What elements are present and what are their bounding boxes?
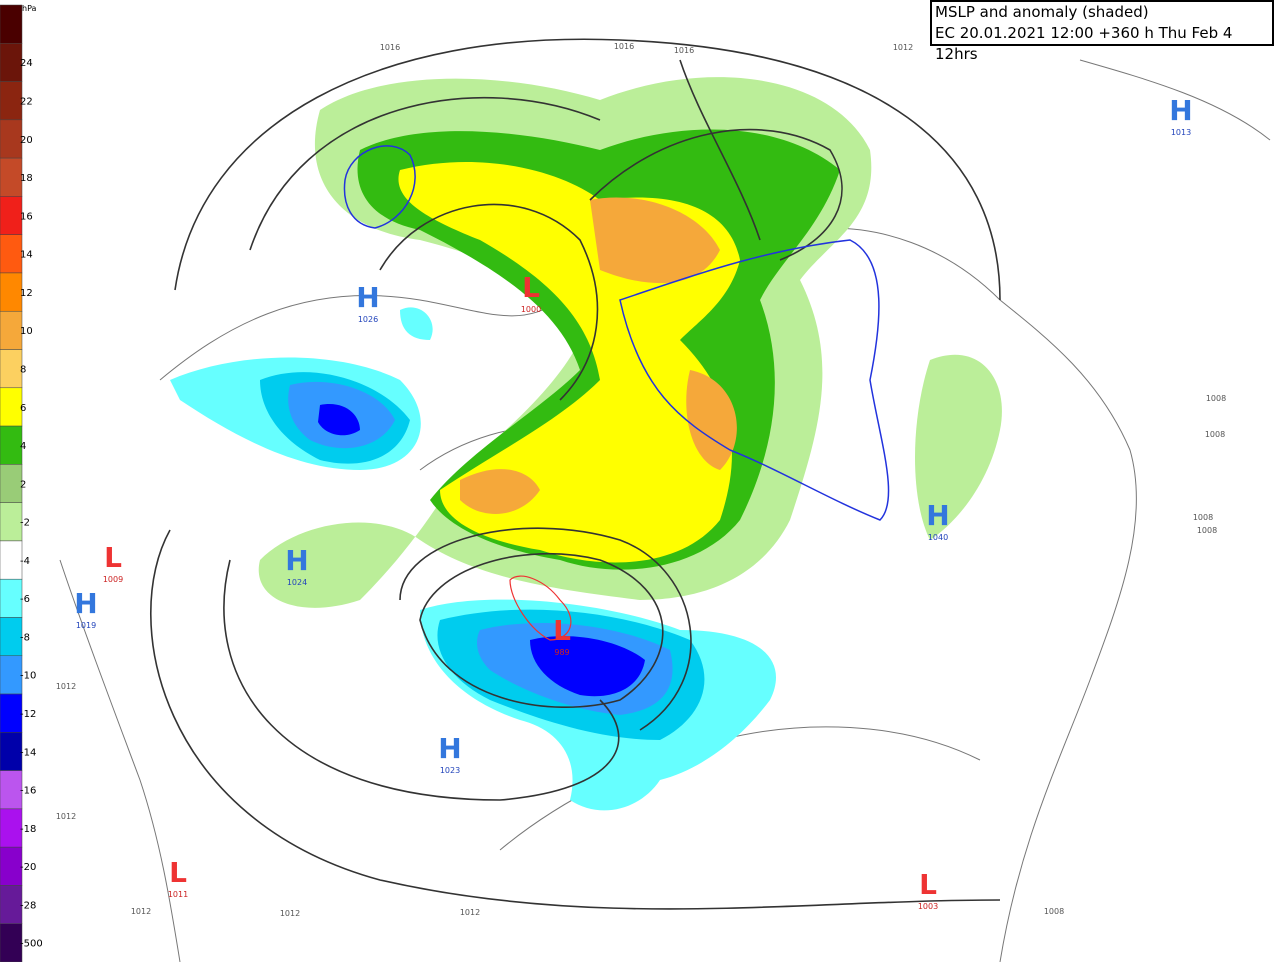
red-contour <box>509 575 572 641</box>
center-letter: L <box>919 868 937 901</box>
colorbar-label: 10 <box>20 326 33 337</box>
colorbar-label: 22 <box>20 97 33 108</box>
center-value: 989 <box>554 648 569 657</box>
center-letter: H <box>438 732 461 765</box>
thickness-line <box>343 145 890 521</box>
colorbar-swatch <box>0 617 23 657</box>
colorbar-swatch <box>0 387 23 427</box>
colorbar-label: -20 <box>20 862 36 873</box>
contour-labels: 1016 1016 1016 1012 1008 1008 1012 1012 1012 1012… <box>56 42 1226 918</box>
center-value: 1013 <box>1171 128 1191 137</box>
center-letter: H <box>356 281 379 314</box>
center-value: 1000 <box>521 305 541 314</box>
colorbar-swatch <box>0 770 23 810</box>
center-value: 1011 <box>168 890 188 899</box>
colorbar-swatch <box>0 578 23 618</box>
colorbar: hPa 24 22 20 18 16 14 12 10 8 6 4 2 -2 -4 -6 -8 -10 -12 -14… <box>0 4 43 962</box>
contour-label: 1012 <box>893 43 913 52</box>
colorbar-label: -16 <box>20 786 36 797</box>
center-value: 1023 <box>440 766 460 775</box>
colorbar-label: -8 <box>20 632 30 643</box>
colorbar-label: 4 <box>20 441 26 452</box>
contour-label: 1008 <box>1206 394 1226 403</box>
colorbar-swatch <box>0 310 23 350</box>
colorbar-label: 2 <box>20 479 26 490</box>
colorbar-swatch <box>0 81 23 121</box>
colorbar-label: 6 <box>20 403 26 414</box>
contour-label: 1008 <box>1193 513 1213 522</box>
colorbar-swatch <box>0 349 23 389</box>
title: MSLP and anomaly (shaded) <box>935 3 1149 21</box>
colorbar-label: -18 <box>20 824 36 835</box>
colorbar-label: -14 <box>20 747 36 758</box>
colorbar-swatch <box>0 808 23 848</box>
center-value: 1019 <box>76 621 96 630</box>
colorbar-swatch <box>0 885 23 924</box>
center-value: 1040 <box>928 533 948 542</box>
colorbar-label: 20 <box>20 135 33 146</box>
center-letter: H <box>1169 94 1192 127</box>
colorbar-label: -10 <box>20 671 36 682</box>
colorbar-label: 16 <box>20 211 33 222</box>
contour-label: 1012 <box>56 812 76 821</box>
contour-label: 1012 <box>460 908 480 917</box>
colorbar-swatch <box>0 655 23 695</box>
colorbar-label: 14 <box>20 250 33 261</box>
center-value: 1026 <box>358 315 378 324</box>
colorbar-label: -12 <box>20 709 36 720</box>
center-value: 1009 <box>103 575 123 584</box>
colorbar-swatch <box>0 425 23 465</box>
center-letter: H <box>74 587 97 620</box>
colorbar-swatch <box>0 846 23 886</box>
colorbar-label: -500 <box>20 939 43 950</box>
colorbar-swatch <box>0 693 23 733</box>
contour-label: 1008 <box>1044 907 1064 916</box>
colorbar-label: -6 <box>20 594 30 605</box>
colorbar-label: -4 <box>20 556 30 567</box>
center-letter: L <box>522 271 540 304</box>
colorbar-swatch <box>0 464 23 503</box>
center-letter: H <box>926 499 949 532</box>
colorbar-swatch <box>0 234 23 274</box>
colorbar-swatch <box>0 119 23 159</box>
isobars <box>149 38 1001 910</box>
contour-label: 1008 <box>1197 526 1217 535</box>
colorbar-swatch <box>0 502 23 542</box>
subtitle: EC 20.01.2021 12:00 +360 h Thu Feb 4 12h… <box>935 24 1233 63</box>
contour-label: 1016 <box>380 43 400 52</box>
colorbar-swatch <box>0 272 23 312</box>
title-box: MSLP and anomaly (shaded) EC 20.01.2021 … <box>930 0 1274 63</box>
center-letter: L <box>169 856 187 889</box>
colorbar-label: 12 <box>20 288 33 299</box>
contour-label: 1012 <box>131 907 151 916</box>
center-letter: L <box>553 614 571 647</box>
contour-label: 1016 <box>674 46 694 55</box>
contour-label: 1012 <box>56 682 76 691</box>
contour-label: 1016 <box>614 42 634 51</box>
colorbar-label: 24 <box>20 58 33 69</box>
center-value: 1003 <box>918 902 938 911</box>
colorbar-swatch <box>0 732 23 771</box>
colorbar-swatch <box>0 196 23 235</box>
colorbar-swatch <box>0 540 23 580</box>
anomaly-shading <box>170 77 1002 811</box>
colorbar-swatch <box>0 157 23 197</box>
colorbar-label: -2 <box>20 518 30 529</box>
colorbar-unit: hPa <box>22 4 37 13</box>
colorbar-label: -28 <box>20 900 36 911</box>
colorbar-swatch <box>0 923 23 962</box>
colorbar-swatch <box>0 43 23 82</box>
contour-label: 1008 <box>1205 430 1225 439</box>
colorbar-label: 8 <box>20 364 26 375</box>
center-letter: H <box>285 544 308 577</box>
center-value: 1024 <box>287 578 307 587</box>
colorbar-swatch <box>0 4 23 44</box>
contour-label: 1012 <box>280 909 300 918</box>
center-letter: L <box>104 541 122 574</box>
colorbar-label: 18 <box>20 173 33 184</box>
